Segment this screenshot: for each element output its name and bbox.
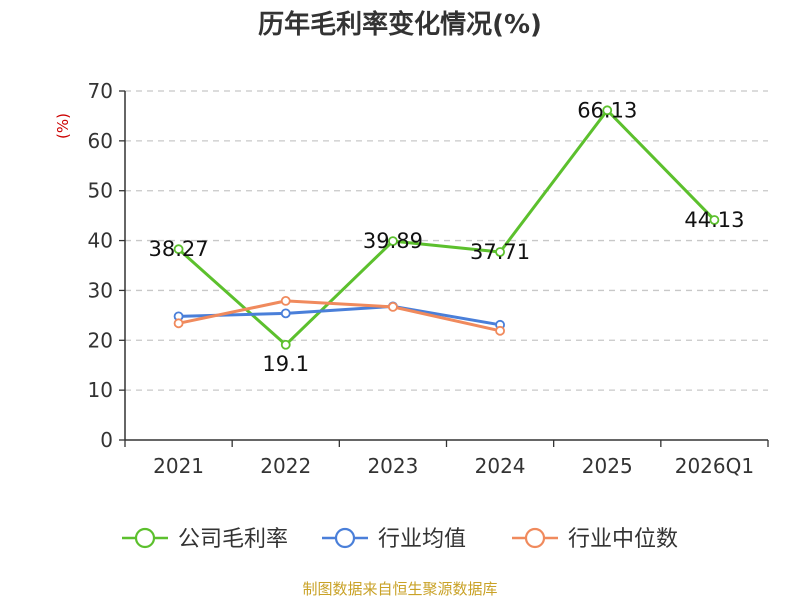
x-tick-label: 2025 <box>582 454 633 478</box>
y-tick-label: 30 <box>88 278 113 302</box>
legend-marker <box>524 527 546 549</box>
data-point <box>388 301 398 312</box>
data-point <box>709 215 720 225</box>
y-tick-label: 40 <box>88 229 113 253</box>
data-point <box>602 105 613 116</box>
x-tick-label: 2023 <box>367 454 418 478</box>
y-tick-label: 60 <box>88 129 113 153</box>
data-point <box>495 325 505 336</box>
data-label: 38.27 <box>149 237 209 261</box>
y-axis-unit-label: (%) <box>54 113 72 139</box>
chart-title: 历年毛利率变化情况(%) <box>258 9 542 40</box>
data-point <box>388 236 398 247</box>
data-label: 37.71 <box>470 240 530 264</box>
legend-marker <box>134 527 156 549</box>
series-line <box>177 108 716 347</box>
data-point <box>495 247 505 257</box>
data-point <box>280 339 291 350</box>
data-label: 39.89 <box>363 229 423 253</box>
series-line <box>178 304 501 327</box>
source-note: 制图数据来自恒生聚源数据库 <box>302 580 497 598</box>
series-lines <box>173 105 720 350</box>
legend-label: 公司毛利率 <box>178 527 288 552</box>
legend-label: 行业中位数 <box>568 527 678 552</box>
data-point <box>173 318 184 329</box>
data-point <box>173 244 184 255</box>
data-label: 19.1 <box>262 352 309 376</box>
legend-marker <box>334 527 356 549</box>
x-tick-label: 2026Q1 <box>675 454 754 478</box>
series-line <box>178 299 501 333</box>
data-point <box>280 308 291 319</box>
y-tick-label: 20 <box>88 328 113 352</box>
y-tick-label: 10 <box>88 378 113 402</box>
legend: 公司毛利率 行业均值 行业中位数 <box>122 527 678 552</box>
x-tick-label: 2024 <box>475 454 526 478</box>
data-label: 66.13 <box>577 98 637 122</box>
x-tick-label: 2022 <box>260 454 311 478</box>
y-tick-label: 70 <box>88 79 113 103</box>
data-label: 44.13 <box>684 208 744 232</box>
y-tick-label: 50 <box>88 179 113 203</box>
y-tick-label: 0 <box>100 428 113 452</box>
data-labels: 38.27 19.1 39.89 37.71 66.13 44.13 <box>149 98 745 375</box>
x-tick-label: 2021 <box>153 454 204 478</box>
legend-label: 行业均值 <box>378 527 466 552</box>
grid-lines <box>125 90 768 391</box>
data-point <box>280 295 291 306</box>
axes: 0 10 20 30 40 50 60 70 2021 2022 2023 2024 2025 2026Q… <box>88 79 769 478</box>
